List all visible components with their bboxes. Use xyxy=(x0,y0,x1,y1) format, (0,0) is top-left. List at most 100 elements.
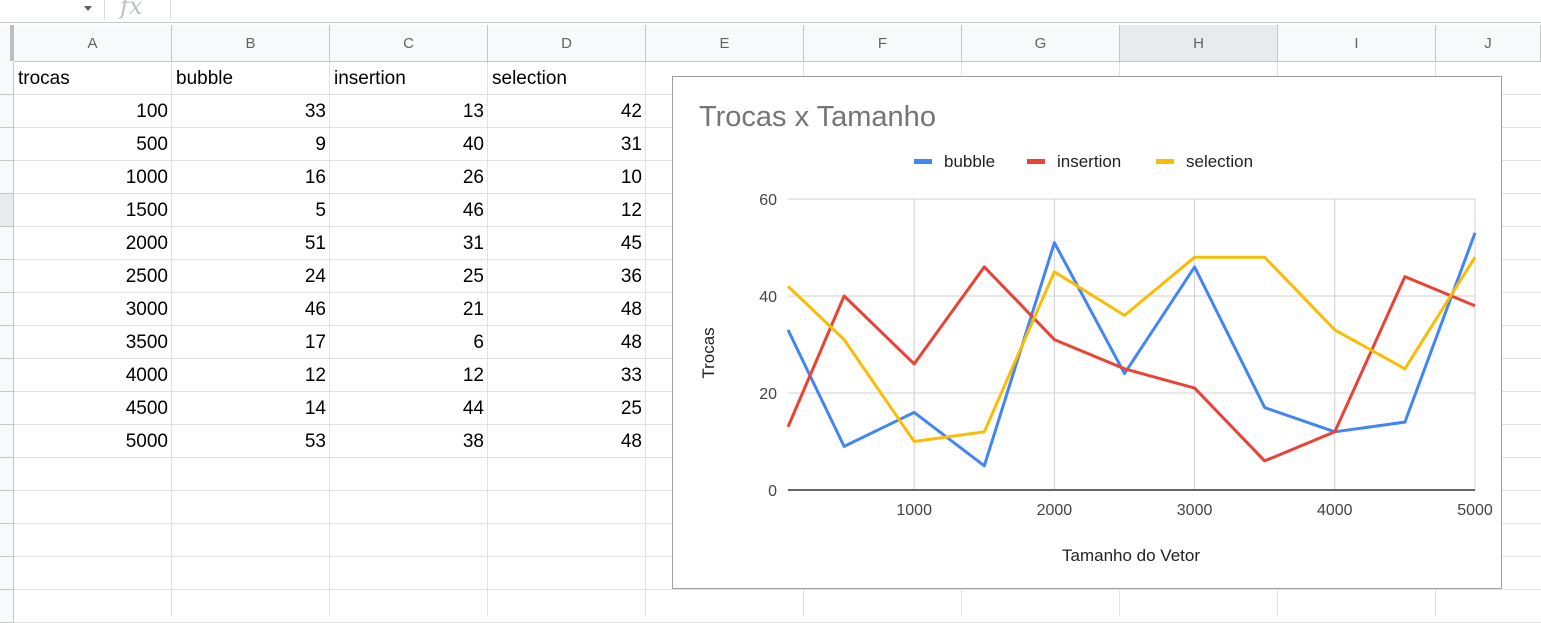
data-cell[interactable]: 33 xyxy=(304,101,326,122)
header-cell[interactable]: bubble xyxy=(176,68,234,89)
data-cell[interactable]: 2000 xyxy=(125,233,168,254)
data-cell[interactable]: 6 xyxy=(473,332,484,353)
data-cell[interactable]: 31 xyxy=(462,233,484,254)
legend-swatch-selection xyxy=(1156,159,1174,164)
select-all-corner[interactable] xyxy=(0,25,14,61)
row-header[interactable] xyxy=(0,590,14,623)
row-header[interactable] xyxy=(0,359,14,392)
name-box-dropdown-icon[interactable] xyxy=(84,6,92,11)
formula-bar-divider xyxy=(170,0,171,20)
data-cell[interactable]: 5 xyxy=(315,200,326,221)
gridline xyxy=(171,62,172,616)
row-header[interactable] xyxy=(0,95,14,128)
row-header[interactable] xyxy=(0,425,14,458)
legend-label-selection: selection xyxy=(1186,152,1253,171)
column-header-c[interactable]: C xyxy=(330,25,488,62)
legend-label-bubble: bubble xyxy=(944,152,995,171)
gridline xyxy=(14,589,1541,590)
gridline xyxy=(329,62,330,616)
row-header[interactable] xyxy=(0,161,14,194)
y-tick-label: 40 xyxy=(759,289,777,306)
series-line-selection xyxy=(786,255,1477,443)
row-header[interactable] xyxy=(0,227,14,260)
row-header[interactable] xyxy=(0,128,14,161)
y-tick-label: 0 xyxy=(768,483,777,500)
data-cell[interactable]: 3000 xyxy=(125,299,168,320)
row-header[interactable] xyxy=(0,392,14,425)
data-cell[interactable]: 10 xyxy=(620,167,642,188)
column-header-j[interactable]: J xyxy=(1436,25,1541,62)
data-cell[interactable]: 36 xyxy=(620,266,642,287)
data-cell[interactable]: 38 xyxy=(462,431,484,452)
data-cell[interactable]: 46 xyxy=(462,200,484,221)
data-cell[interactable]: 5000 xyxy=(125,431,168,452)
data-cell[interactable]: 26 xyxy=(462,167,484,188)
data-cell[interactable]: 31 xyxy=(620,134,642,155)
chart-plot: 0 20 40 60 1000 2000 3000 4000 5000 bubble inserti… xyxy=(699,152,1493,565)
data-cell[interactable]: 12 xyxy=(620,200,642,221)
column-header-i[interactable]: I xyxy=(1278,25,1436,62)
x-tick-label: 2000 xyxy=(1037,502,1073,519)
x-tick-label: 4000 xyxy=(1317,502,1353,519)
row-header[interactable] xyxy=(0,491,14,524)
data-cell[interactable]: 44 xyxy=(462,398,484,419)
data-cell[interactable]: 9 xyxy=(315,134,326,155)
legend-swatch-bubble xyxy=(914,159,932,164)
column-header-b[interactable]: B xyxy=(172,25,330,62)
data-cell[interactable]: 48 xyxy=(620,299,642,320)
data-cell[interactable]: 12 xyxy=(462,365,484,386)
column-header-e[interactable]: E xyxy=(646,25,804,62)
data-cell[interactable]: 40 xyxy=(462,134,484,155)
series-line-bubble xyxy=(786,232,1477,468)
data-cell[interactable]: 14 xyxy=(304,398,326,419)
row-header[interactable] xyxy=(0,260,14,293)
data-cell[interactable]: 48 xyxy=(620,332,642,353)
x-tick-label: 1000 xyxy=(896,502,932,519)
row-header[interactable] xyxy=(0,293,14,326)
data-cell[interactable]: 12 xyxy=(304,365,326,386)
data-cell[interactable]: 13 xyxy=(462,101,484,122)
data-cell[interactable]: 51 xyxy=(304,233,326,254)
data-cell[interactable]: 25 xyxy=(462,266,484,287)
data-cell[interactable]: 33 xyxy=(620,365,642,386)
data-cell[interactable]: 42 xyxy=(620,101,642,122)
data-cell[interactable]: 100 xyxy=(136,101,168,122)
legend-swatch-insertion xyxy=(1027,159,1045,164)
row-header[interactable] xyxy=(0,458,14,491)
column-header-g[interactable]: G xyxy=(962,25,1120,62)
data-cell[interactable]: 45 xyxy=(620,233,642,254)
x-tick-label: 3000 xyxy=(1177,502,1213,519)
header-cell[interactable]: insertion xyxy=(334,68,406,89)
data-cell[interactable]: 21 xyxy=(462,299,484,320)
data-cell[interactable]: 16 xyxy=(304,167,326,188)
column-header-f[interactable]: F xyxy=(804,25,962,62)
column-header-h[interactable]: H xyxy=(1120,25,1278,62)
data-cell[interactable]: 17 xyxy=(304,332,326,353)
column-header-a[interactable]: A xyxy=(14,25,172,62)
data-cell[interactable]: 48 xyxy=(620,431,642,452)
data-cell[interactable]: 2500 xyxy=(125,266,168,287)
data-cell[interactable]: 3500 xyxy=(125,332,168,353)
row-header[interactable] xyxy=(0,194,14,227)
data-cell[interactable]: 4000 xyxy=(125,365,168,386)
data-cell[interactable]: 25 xyxy=(620,398,642,419)
header-cell[interactable]: selection xyxy=(492,68,567,89)
data-cell[interactable]: 4500 xyxy=(125,398,168,419)
data-cell[interactable]: 46 xyxy=(304,299,326,320)
column-header-d[interactable]: D xyxy=(488,25,646,62)
x-tick-label: 5000 xyxy=(1457,502,1493,519)
gridline xyxy=(487,62,488,616)
data-cell[interactable]: 24 xyxy=(304,266,326,287)
line-chart[interactable]: Trocas x Tamanho 0 20 40 60 1000 2000 3000 4000… xyxy=(672,76,1502,589)
data-cell[interactable]: 500 xyxy=(136,134,168,155)
row-header[interactable] xyxy=(0,557,14,590)
data-cell[interactable]: 1500 xyxy=(125,200,168,221)
data-cell[interactable]: 53 xyxy=(304,431,326,452)
row-header[interactable] xyxy=(0,62,14,95)
row-header[interactable] xyxy=(0,524,14,557)
data-cell[interactable]: 1000 xyxy=(125,167,168,188)
row-header[interactable] xyxy=(0,326,14,359)
fx-icon: fx xyxy=(120,0,143,20)
header-cell[interactable]: trocas xyxy=(18,68,70,89)
